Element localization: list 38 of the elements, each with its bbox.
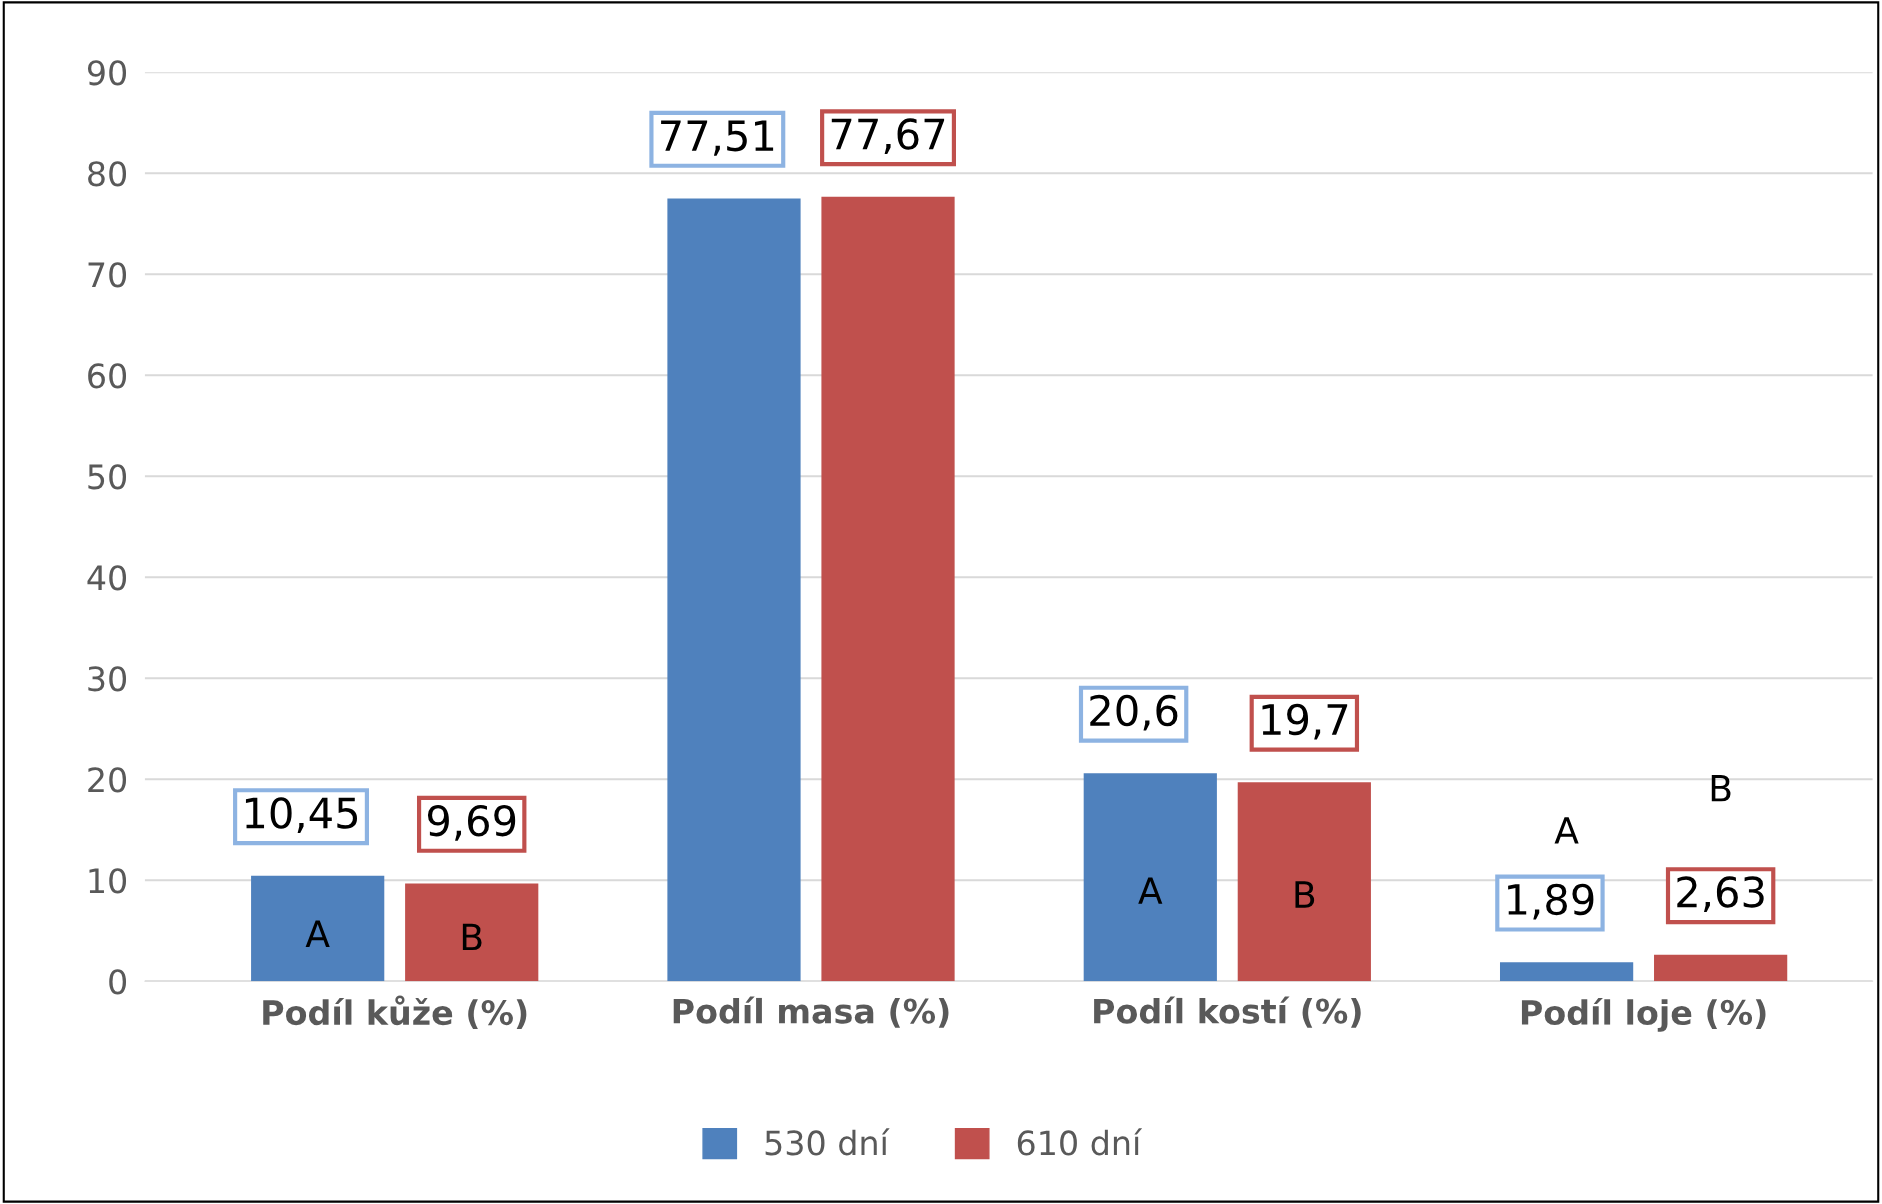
- y-tick-label: 50: [88, 464, 127, 490]
- bar: [251, 875, 385, 982]
- x-tick-label: Podíl kostí (%): [1094, 996, 1361, 1028]
- data-label: 77,51: [661, 120, 774, 156]
- bar: [1499, 962, 1634, 982]
- y-tick-label: 30: [88, 666, 127, 692]
- bar: [821, 196, 955, 982]
- x-tick-label: Podíl masa (%): [673, 996, 949, 1028]
- y-tick-label: 10: [89, 868, 127, 894]
- y-tick-label: 60: [88, 363, 127, 389]
- y-tick-label: 90: [87, 60, 127, 86]
- annotation: A: [305, 920, 330, 947]
- annotation: A: [1138, 877, 1163, 904]
- bar: [1083, 773, 1217, 982]
- data-label: 9,69: [427, 804, 516, 841]
- data-label: 20,6: [1090, 694, 1178, 731]
- annotation: B: [1711, 775, 1731, 802]
- y-tick-label: 40: [87, 565, 127, 591]
- annotation: A: [1554, 817, 1579, 844]
- legend-label: 530 dní: [765, 1128, 890, 1156]
- y-tick-label: 20: [88, 767, 127, 793]
- x-tick-label: Podíl loje (%): [1521, 997, 1766, 1032]
- data-label: 19,7: [1262, 703, 1348, 740]
- bar: [1654, 954, 1788, 982]
- y-tick-label: 80: [88, 161, 127, 187]
- data-label: 10,45: [245, 797, 358, 833]
- bar: [1237, 782, 1371, 982]
- data-label: 77,67: [831, 118, 945, 155]
- y-tick-label: 0: [109, 969, 127, 995]
- annotation: B: [1295, 881, 1315, 908]
- x-tick-label: Podíl kůže (%): [263, 995, 527, 1030]
- bar: [405, 883, 539, 982]
- data-label: 2,63: [1677, 876, 1764, 912]
- data-label: 1,89: [1508, 883, 1594, 920]
- annotation: B: [462, 923, 482, 951]
- bar: [667, 198, 801, 982]
- legend-label: 610 dní: [1017, 1128, 1143, 1156]
- y-tick-label: 70: [88, 262, 127, 288]
